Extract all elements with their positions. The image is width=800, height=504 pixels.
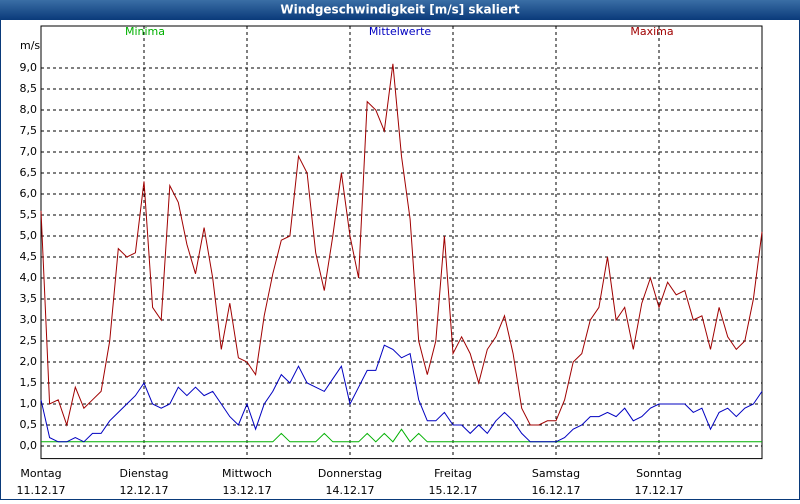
x-tick-date: 16.12.17	[532, 484, 581, 497]
x-tick-label: Dienstag	[119, 467, 168, 480]
x-tick-label: Freitag	[434, 467, 472, 480]
x-tick-label: Mittwoch	[222, 467, 272, 480]
y-tick-label: 7,5	[20, 124, 38, 137]
y-tick-label: 5,5	[20, 208, 38, 221]
x-tick-label: Samstag	[532, 467, 580, 480]
x-tick-date: 15.12.17	[429, 484, 478, 497]
y-tick-label: 3,0	[20, 313, 38, 326]
series-line	[40, 63, 763, 427]
x-tick-date: 13.12.17	[223, 484, 272, 497]
legend-entry: Maxima	[630, 25, 673, 38]
legend-entry: Mittelwerte	[369, 25, 432, 38]
x-tick-date: 17.12.17	[635, 484, 684, 497]
legend-entry: Minima	[125, 25, 165, 38]
y-tick-label: 8,5	[20, 82, 38, 95]
y-tick-label: 0,0	[20, 439, 38, 452]
y-unit: m/s	[20, 39, 40, 52]
series-line	[40, 344, 763, 443]
y-tick-label: 4,0	[20, 271, 38, 284]
chart-title: Windgeschwindigkeit [m/s] skaliert	[280, 3, 520, 17]
y-tick-label: 0,5	[20, 418, 38, 431]
y-tick-label: 6,5	[20, 166, 38, 179]
y-tick-label: 2,5	[20, 334, 38, 347]
series-line	[41, 428, 762, 443]
y-tick-label: 7,0	[20, 145, 38, 158]
y-tick-label: 4,5	[20, 250, 38, 263]
x-tick-label: Montag	[20, 467, 61, 480]
x-tick-date: 14.12.17	[326, 484, 375, 497]
y-tick-label: 6,0	[20, 187, 38, 200]
y-tick-label: 2,0	[20, 355, 38, 368]
y-tick-label: 5,0	[20, 229, 38, 242]
x-tick-label: Donnerstag	[318, 467, 382, 480]
y-tick-label: 1,5	[20, 376, 38, 389]
title-bar	[0, 0, 800, 20]
x-tick-label: Sonntag	[636, 467, 682, 480]
y-tick-label: 9,0	[20, 61, 38, 74]
y-tick-label: 8,0	[20, 103, 38, 116]
x-tick-date: 11.12.17	[17, 484, 66, 497]
y-tick-label: 1,0	[20, 397, 38, 410]
x-tick-date: 12.12.17	[120, 484, 169, 497]
y-tick-label: 3,5	[20, 292, 38, 305]
